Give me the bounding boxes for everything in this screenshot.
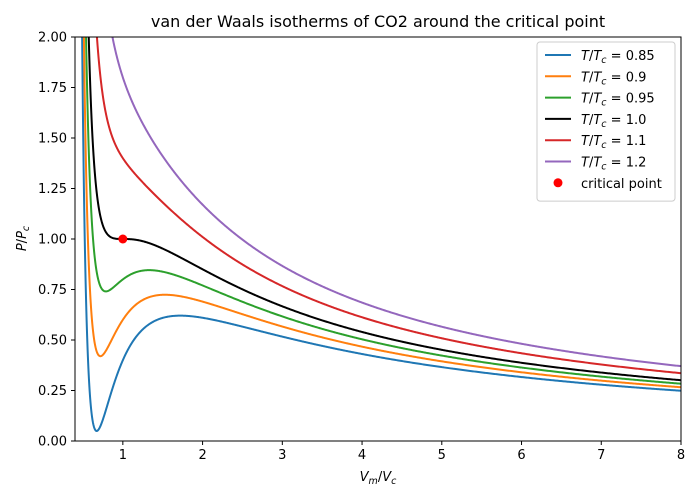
legend-label-1: T/Tc = 0.9 xyxy=(581,70,646,87)
x-tick-label: 2 xyxy=(198,448,206,463)
legend: T/Tc = 0.85 T/Tc = 0.9 T/Tc = 0.95 T/Tc = 1… xyxy=(536,41,676,202)
series-line-1 xyxy=(82,37,681,389)
y-tick-label: 1.00 xyxy=(38,233,67,248)
y-tick-label: 0.75 xyxy=(38,283,67,298)
x-tick-label: 6 xyxy=(517,448,525,463)
legend-label-5: T/Tc = 1.2 xyxy=(581,156,646,173)
series-line-5 xyxy=(111,37,681,368)
x-tick-label: 4 xyxy=(358,448,366,463)
series-line-3 xyxy=(87,37,681,382)
critical-point-marker xyxy=(118,234,128,244)
y-tick-label: 0.25 xyxy=(38,384,67,399)
legend-label-critical-point: critical point xyxy=(581,177,662,192)
series-line-0 xyxy=(81,37,681,432)
series-lines xyxy=(81,37,681,432)
svg-text:Vm/Vc: Vm/Vc xyxy=(360,470,397,487)
y-tick-label: 2.00 xyxy=(38,31,67,46)
x-tick-label: 7 xyxy=(597,448,605,463)
legend-label-4: T/Tc = 1.1 xyxy=(581,134,646,151)
svg-text:P/Pc: P/Pc xyxy=(15,225,32,251)
x-tick-label: 3 xyxy=(278,448,286,463)
x-tick-label: 8 xyxy=(677,448,685,463)
plot-area: 1 2 3 4 5 6 7 8 0.00 0.25 0.50 0.75 1.00 1.25 1.50 1.75… xyxy=(38,31,685,464)
x-tick-label: 5 xyxy=(438,448,446,463)
legend-swatch-critical-point xyxy=(553,178,563,188)
series-line-2 xyxy=(85,37,681,385)
y-tick-label: 0.50 xyxy=(38,334,67,349)
y-tick-label: 1.50 xyxy=(38,132,67,147)
legend-label-2: T/Tc = 0.95 xyxy=(581,92,655,109)
y-axis-label: P/Pc xyxy=(15,225,32,251)
legend-label-3: T/Tc = 1.0 xyxy=(581,113,646,130)
legend-box xyxy=(536,41,676,202)
x-axis-label: Vm/Vc xyxy=(360,470,397,487)
series-line-4 xyxy=(95,37,681,375)
legend-label-0: T/Tc = 0.85 xyxy=(581,49,655,66)
x-tick-label: 1 xyxy=(119,448,127,463)
chart-title: van der Waals isotherms of CO2 around th… xyxy=(151,12,605,31)
y-tick-label: 1.25 xyxy=(38,182,67,197)
y-tick-label: 0.00 xyxy=(38,435,67,450)
y-tick-label: 1.75 xyxy=(38,81,67,96)
